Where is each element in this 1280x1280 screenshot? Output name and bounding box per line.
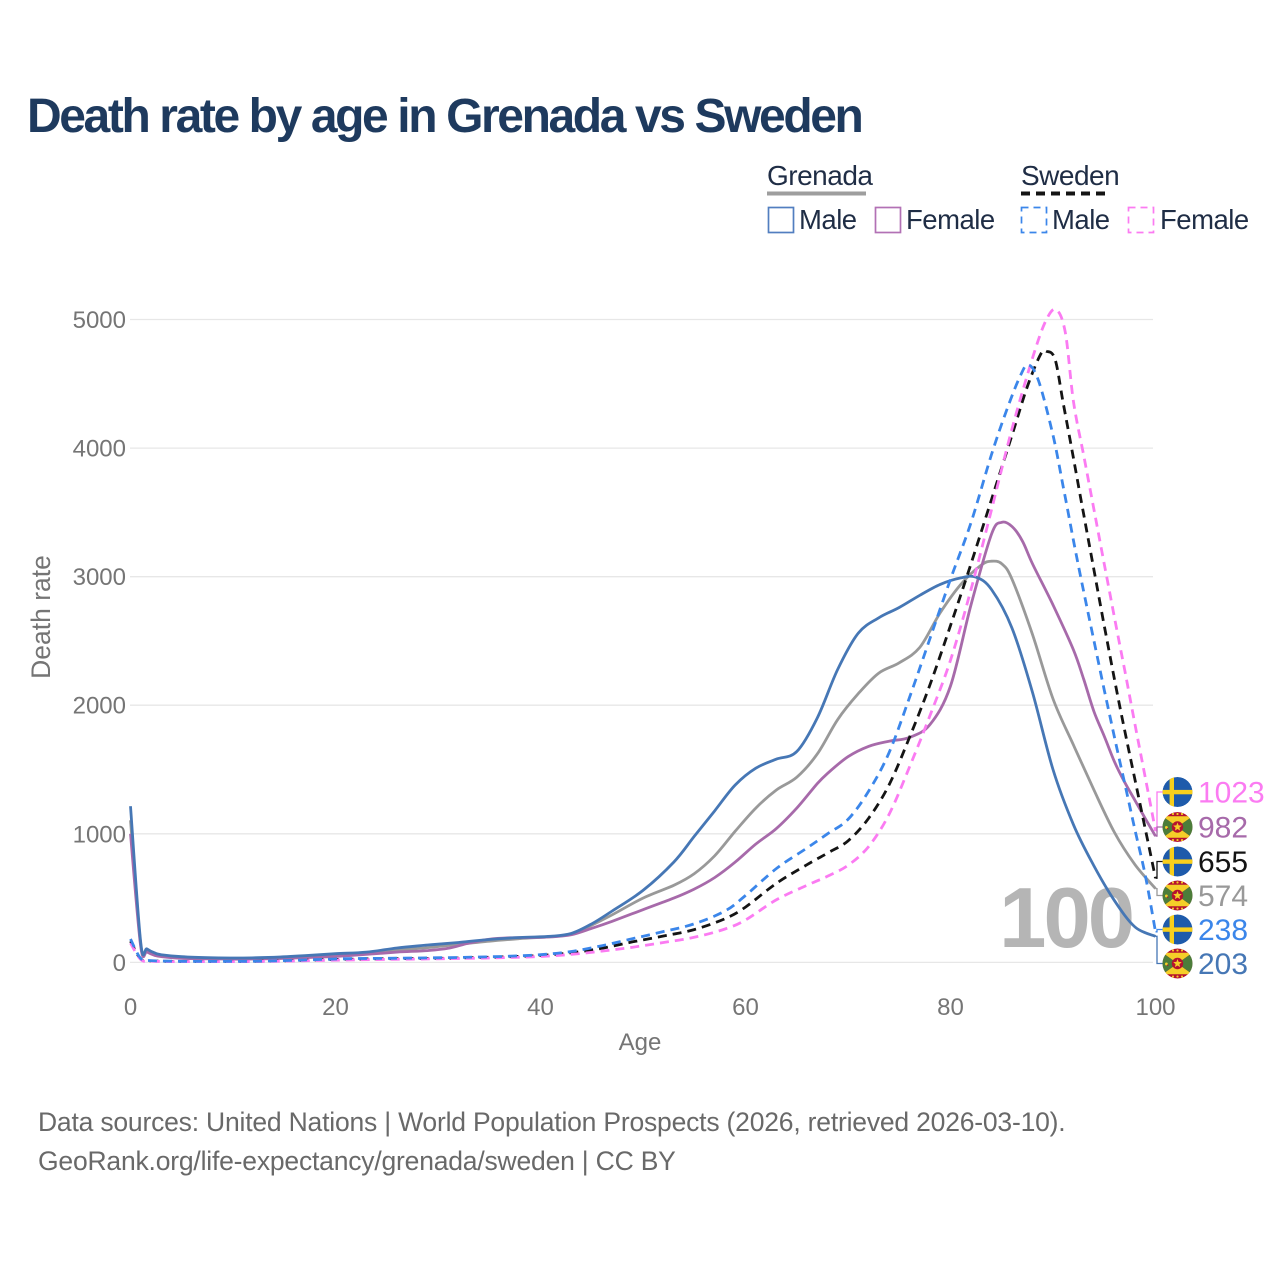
svg-text:2000: 2000 — [73, 693, 126, 720]
svg-text:Sweden: Sweden — [1021, 160, 1119, 191]
svg-text:238: 238 — [1198, 914, 1248, 947]
svg-text:Grenada: Grenada — [767, 160, 873, 191]
svg-text:0: 0 — [124, 994, 137, 1021]
svg-text:1023: 1023 — [1198, 777, 1265, 810]
svg-text:4000: 4000 — [73, 436, 126, 463]
svg-text:Data sources: United Nations |: Data sources: United Nations | World Pop… — [38, 1107, 1065, 1137]
svg-text:0: 0 — [113, 950, 126, 977]
svg-text:203: 203 — [1198, 948, 1248, 981]
svg-text:Death rate by age in Grenada v: Death rate by age in Grenada vs Sweden — [27, 90, 862, 143]
svg-text:80: 80 — [937, 994, 964, 1021]
svg-text:Female: Female — [906, 204, 995, 235]
svg-text:Male: Male — [1052, 204, 1110, 235]
svg-text:Female: Female — [1160, 204, 1249, 235]
svg-text:40: 40 — [527, 994, 554, 1021]
svg-text:20: 20 — [322, 994, 349, 1021]
svg-text:Death rate: Death rate — [26, 555, 56, 679]
svg-text:60: 60 — [732, 994, 759, 1021]
svg-text:100: 100 — [1135, 994, 1175, 1021]
svg-text:GeoRank.org/life-expectancy/gr: GeoRank.org/life-expectancy/grenada/swed… — [38, 1146, 676, 1176]
svg-text:1000: 1000 — [73, 821, 126, 848]
svg-text:Male: Male — [799, 204, 857, 235]
svg-text:100: 100 — [999, 871, 1132, 966]
svg-text:Age: Age — [619, 1029, 662, 1056]
svg-text:3000: 3000 — [73, 564, 126, 591]
svg-text:655: 655 — [1198, 846, 1248, 879]
svg-text:574: 574 — [1198, 880, 1248, 913]
svg-text:982: 982 — [1198, 812, 1248, 845]
svg-text:5000: 5000 — [73, 307, 126, 334]
